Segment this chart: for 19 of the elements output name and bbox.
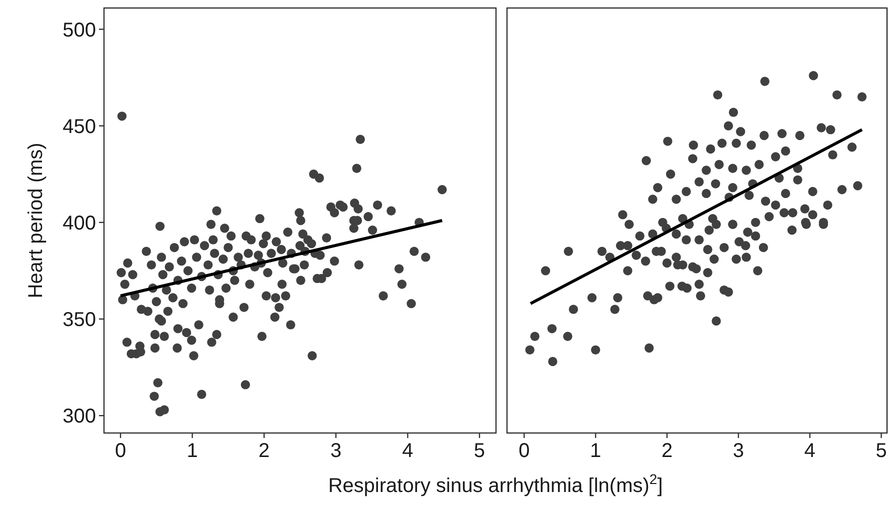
x-tick-label: 0 xyxy=(114,440,126,462)
x-tick-label: 1 xyxy=(590,440,602,462)
x-tick-label: 1 xyxy=(186,440,198,462)
x-axis-title: Respiratory sinus arrhythmia [ln(ms)$^{2}$] xyxy=(328,471,663,497)
x-tick-label: 3 xyxy=(330,440,342,462)
y-tick-label: 500 xyxy=(62,19,96,42)
x-tick-label: 5 xyxy=(876,440,887,462)
x-tick-label: 2 xyxy=(661,440,673,462)
y-tick-label: 300 xyxy=(62,406,96,428)
x-tick-label: 4 xyxy=(402,440,414,462)
y-axis-title: Heart period (ms) xyxy=(25,142,47,298)
x-tick-label: 0 xyxy=(518,440,530,462)
x-tick-label: 2 xyxy=(258,440,270,462)
y-tick-label: 350 xyxy=(62,309,96,332)
x-tick-label: 4 xyxy=(804,440,816,462)
x-tick-label: 3 xyxy=(732,440,744,462)
y-tick-label: 400 xyxy=(62,212,96,234)
y-tick-label: 450 xyxy=(62,116,96,138)
x-tick-label: 5 xyxy=(474,440,486,462)
